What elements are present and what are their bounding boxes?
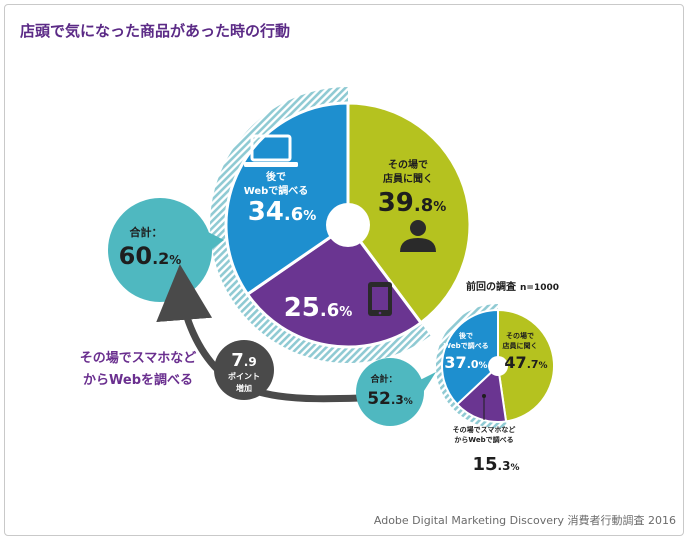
previous-slice-web-later-unit: % [479,361,488,371]
previous-slice-smartphone-web [455,363,508,423]
previous-pie [435,304,556,428]
source-note: Adobe Digital Marketing Discovery 消費者行動調… [374,513,676,527]
main-slice-web-later-int: 34 [248,197,284,227]
previous-slice-ask-staff [497,308,556,423]
previous-slice-web-later [441,308,499,406]
previous-slice-smartphone-web-unit: % [510,463,519,473]
main-slice-web-later-unit: % [303,209,316,224]
main-slice-smartphone-web-value: 25.6% [284,293,353,323]
previous-slice-leader-dot [482,394,486,398]
main-slice-smartphone-web [245,222,424,349]
previous-slice-smartphone-web-dec: .3 [498,459,511,473]
previous-slice-web-later-int: 37 [444,353,466,372]
previous-slice-ask-staff-unit: % [539,361,548,371]
previous-total-bubble: 合計： 52.3% [356,358,436,426]
main-slice-web-later-value: 34.6% [248,197,317,227]
main-pie-center-hole [326,203,370,247]
previous-slice-ask-staff-label1: その場で [506,331,534,340]
increase-int: 7 [231,350,244,371]
main-slice-smartphone-web-int: 25 [284,293,320,323]
main-slice-web-later-dec: .6 [284,204,303,225]
main-slice-ask-staff-unit: % [433,200,446,215]
previous-slice-smartphone-web-int: 15 [472,454,497,475]
main-slice-ask-staff-label1: その場で [388,158,428,171]
main-slice-web-later [224,101,350,297]
main-slice-ask-staff-value: 39.8% [378,188,447,218]
main-slice-ask-staff [346,101,472,325]
increase-value: 7.9 [231,350,256,371]
main-total-int: 60 [119,242,152,270]
annotation-line1: その場でスマホなど [80,350,197,366]
increase-badge: 7.9 ポイント 増加 [214,340,274,400]
previous-total-int: 52 [367,389,391,409]
previous-slice-web-later-label2: Webで調べる [443,341,488,350]
main-slice-ask-staff-dec: .8 [414,195,433,216]
main-slice-smartphone-web-dec: .6 [320,300,339,321]
main-slice-web-later-label1: 後で [266,170,286,183]
chart-title: 店頭で気になった商品があった時の行動 [20,22,290,40]
increase-line2: 増加 [236,383,252,393]
previous-total-dec: .3 [391,393,404,407]
previous-slice-ask-staff-int: 47 [504,353,526,372]
previous-slice-ask-staff-value: 47.7% [504,353,547,372]
previous-slice-web-later-label1: 後で [458,331,473,340]
previous-slice-web-later-dec: .0 [467,358,479,371]
previous-total-label: 合計： [370,373,397,385]
previous-slice-web-later-value: 37.0% [444,353,487,372]
main-total-bubble: 合計： 60.2% [108,198,224,302]
main-total-unit: % [169,253,181,267]
annotation-line2: からWebを調べる [83,372,193,388]
laptop-icon [244,134,298,167]
previous-slice-smartphone-web-value: 15.3% [472,454,519,475]
previous-slice-smartphone-web-label2: からWebで調べる [454,435,513,444]
main-total-value: 60.2% [119,242,182,270]
previous-total-value: 52.3% [367,389,413,409]
person-icon [400,220,436,252]
main-slice-ask-staff-label2: 店員に聞く [383,172,433,185]
previous-pie-center-hole [488,356,508,376]
increase-dec: .9 [244,355,257,369]
previous-slice-smartphone-web-label1: その場でスマホなど [453,425,516,434]
previous-survey-title-text: 前回の調査 [466,280,517,293]
increase-line1: ポイント [228,371,260,381]
main-slice-smartphone-web-unit: % [339,305,352,320]
main-slice-ask-staff-int: 39 [378,188,414,218]
main-slice-web-later-label2: Webで調べる [244,184,309,197]
tablet-icon [368,282,392,316]
main-total-label: 合計： [130,225,163,239]
previous-slice-ask-staff-dec: .7 [527,358,539,371]
previous-total-unit: % [404,397,413,407]
previous-slice-ask-staff-label2: 店員に聞く [503,341,538,350]
previous-survey-n: n=1000 [520,283,559,293]
main-total-dec: .2 [152,249,169,268]
previous-survey-title: 前回の調査 n=1000 [466,280,559,293]
